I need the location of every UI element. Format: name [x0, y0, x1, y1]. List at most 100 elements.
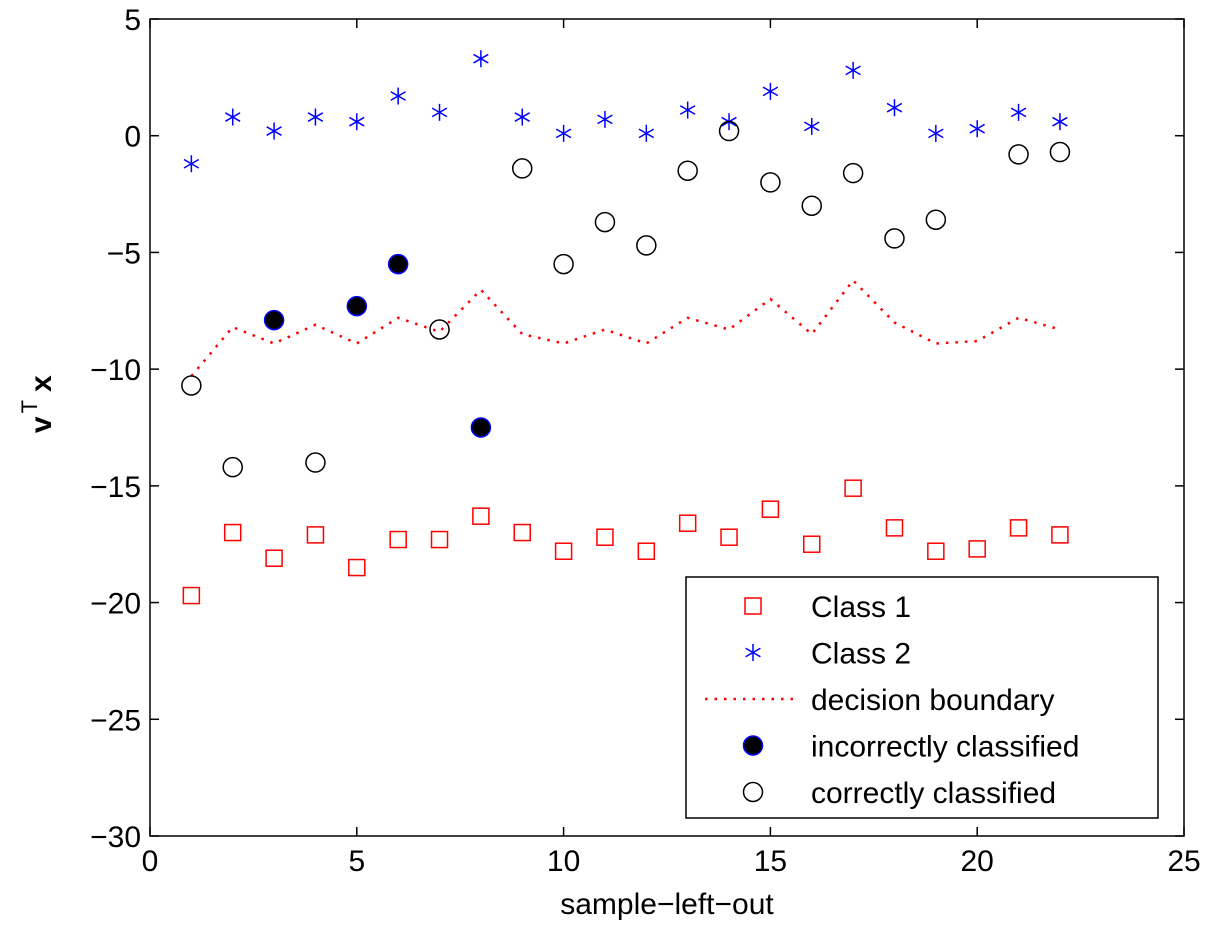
correctly-classified-point	[718, 120, 740, 142]
class-1-point	[761, 500, 780, 518]
class-1-point	[348, 558, 366, 577]
correctly-classified-point	[677, 160, 698, 181]
series-class-1	[182, 479, 1069, 605]
class-2-point	[431, 103, 448, 121]
plot-frame	[149, 18, 1185, 837]
class-2-point	[473, 50, 489, 68]
class-1-point	[1051, 526, 1069, 544]
correctly-classified-point	[801, 195, 823, 216]
series-incorrectly-classified	[263, 253, 492, 438]
incorrectly-classified-point	[387, 253, 409, 275]
correctly-classified-point	[222, 456, 243, 478]
class-2-point	[969, 120, 985, 138]
asterisk-stroke	[307, 112, 324, 122]
incorrectly-classified-point	[346, 295, 368, 317]
class-2-point	[1010, 103, 1027, 121]
plot-layer	[181, 50, 1071, 605]
class-1-point	[472, 507, 490, 525]
correctly-classified-point	[553, 253, 574, 275]
correctly-classified-point	[925, 209, 947, 230]
class-1-point	[182, 586, 201, 605]
y-axis-title-main: v	[25, 416, 58, 433]
asterisk-stroke	[745, 647, 761, 658]
y-axis-title-tail: x	[25, 375, 58, 392]
class-1-point	[927, 542, 945, 560]
x-tick-label: 10	[547, 845, 580, 878]
class-2-point	[886, 99, 903, 117]
asterisk-stroke	[390, 91, 406, 101]
legend-item-class-2: Class 2	[745, 638, 911, 671]
y-tick-label: −15	[90, 471, 141, 504]
class-1-point	[885, 519, 904, 537]
y-tick-label: −25	[90, 704, 141, 737]
asterisk-stroke	[224, 112, 241, 122]
class-1-point	[306, 526, 325, 544]
asterisk-stroke	[1052, 116, 1068, 127]
legend-item-correctly-classified: correctly classified	[742, 777, 1056, 810]
class-2-point	[390, 87, 406, 105]
class-1-point	[389, 530, 407, 549]
class-1-point	[637, 542, 656, 560]
legend-marker	[742, 781, 764, 803]
asterisk-stroke	[266, 126, 282, 136]
correctly-classified-point	[181, 375, 202, 396]
legend-label: decision boundary	[811, 684, 1055, 717]
legend-label: Class 1	[811, 591, 911, 624]
class-1-point	[1009, 519, 1028, 537]
class-2-point	[845, 61, 861, 79]
asterisk-stroke	[762, 86, 779, 97]
legend-box	[685, 576, 1159, 819]
incorrectly-classified-point	[263, 309, 285, 331]
y-tick-label: −20	[90, 588, 141, 621]
y-tick-label: −30	[90, 821, 141, 854]
asterisk-stroke	[845, 65, 861, 76]
legend-item-decision-boundary: decision boundary	[705, 684, 1055, 717]
legend-item-class-1: Class 1	[744, 591, 911, 624]
y-tick-label: 5	[124, 4, 141, 37]
x-tick-label: 0	[142, 845, 159, 878]
correctly-classified-point	[511, 158, 533, 179]
incorrectly-classified-point	[470, 417, 492, 438]
legend: Class 1 Class 2 decision boundary incorrect…	[685, 576, 1159, 819]
legend-marker	[745, 644, 761, 661]
class-2-point	[514, 108, 531, 126]
x-tick-label: 25	[1167, 845, 1200, 878]
class-1-point	[513, 523, 531, 542]
class-1-point	[223, 523, 242, 542]
class-2-point	[266, 122, 282, 140]
legend-label: correctly classified	[811, 777, 1056, 810]
class-1-point	[265, 549, 283, 567]
class-1-point	[803, 535, 821, 553]
class-1-point	[430, 530, 449, 549]
class-1-point	[678, 514, 697, 532]
y-axis-title-sup: T	[17, 400, 42, 413]
class-1-point	[968, 540, 986, 558]
class-2-point	[183, 155, 200, 173]
class-2-point	[555, 124, 572, 142]
asterisk-stroke	[969, 123, 985, 134]
legend-label: Class 2	[811, 638, 911, 671]
y-axis-title: vTx	[17, 375, 58, 433]
asterisk-stroke	[803, 121, 820, 132]
asterisk-stroke	[183, 158, 200, 169]
class-1-point	[844, 479, 862, 497]
correctly-classified-point	[884, 228, 905, 249]
asterisk-stroke	[597, 114, 613, 125]
class-2-point	[803, 117, 820, 135]
class-2-point	[307, 108, 324, 126]
correctly-classified-point	[305, 452, 326, 473]
asterisk-stroke	[928, 128, 944, 139]
x-axis-title: sample−left−out	[560, 888, 774, 921]
asterisk-stroke	[679, 105, 696, 115]
legend-marker	[744, 597, 762, 615]
class-2-point	[1052, 113, 1068, 131]
class-2-point	[597, 110, 613, 128]
class-2-point	[928, 124, 944, 142]
legend-marker	[742, 735, 764, 756]
class-1-point	[720, 528, 738, 546]
class-2-point	[638, 124, 655, 142]
asterisk-stroke	[886, 102, 903, 113]
class-2-point	[224, 108, 241, 126]
class-1-point	[596, 528, 614, 546]
